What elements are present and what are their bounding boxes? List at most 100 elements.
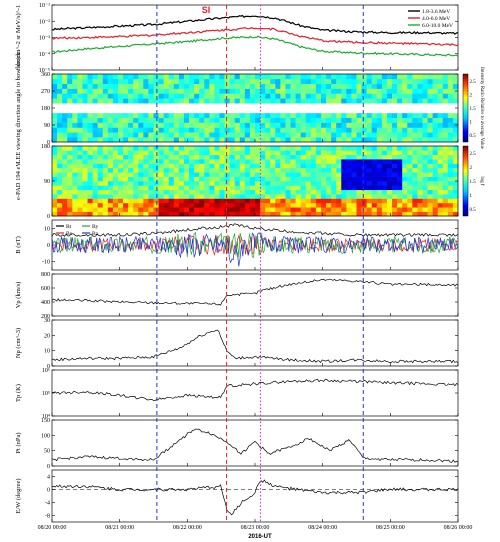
- pad-cell: [326, 176, 332, 182]
- pad-cell: [194, 185, 200, 191]
- pad-cell: [158, 207, 164, 212]
- lee-cell: [260, 98, 266, 104]
- pad-cell: [112, 198, 119, 204]
- pad-cell: [341, 176, 347, 182]
- lee-cell: [209, 74, 215, 80]
- lee-cell: [285, 74, 291, 80]
- lee-cell: [295, 93, 301, 99]
- pad-cell: [376, 146, 383, 151]
- pad-cell: [168, 202, 175, 208]
- lee-cell: [407, 137, 413, 143]
- lee-cell: [402, 122, 408, 128]
- lee-cell: [92, 74, 98, 80]
- lee-cell: [97, 78, 104, 85]
- pad-cell: [244, 176, 251, 182]
- pad-cell: [432, 194, 439, 199]
- lee-cell: [331, 93, 337, 99]
- lee-cell: [234, 93, 241, 99]
- pad-cell: [371, 163, 378, 169]
- lee-cell: [275, 98, 281, 104]
- lee-cell: [72, 98, 78, 104]
- pad-cell: [123, 194, 129, 199]
- lee-cell: [417, 127, 423, 133]
- lee-cell: [422, 108, 428, 114]
- lee-cell: [270, 132, 276, 138]
- pad-cell: [204, 150, 210, 156]
- tp-frame: [51, 369, 459, 417]
- lee-cell: [112, 103, 119, 109]
- lee-cell: [437, 117, 444, 123]
- ew-series-e-w: [51, 479, 459, 516]
- pt-ytick-label: 100: [41, 433, 50, 439]
- pad-cell: [295, 163, 301, 169]
- lee-cell: [270, 93, 276, 99]
- pad-cell: [427, 211, 433, 217]
- pad-cell: [376, 198, 383, 204]
- lee-cell: [128, 108, 134, 114]
- pad-cell: [214, 194, 220, 199]
- lee-cell: [361, 98, 367, 104]
- lee-cell: [412, 122, 418, 128]
- pad-cell: [422, 211, 428, 217]
- lee-cell: [153, 88, 159, 94]
- lee-cell: [402, 132, 408, 138]
- lee-cell: [260, 137, 266, 143]
- lee-cell: [82, 83, 88, 89]
- pad-cell: [265, 194, 271, 199]
- lee-cell: [381, 78, 388, 85]
- lee-cell: [87, 78, 93, 85]
- lee-cell: [158, 88, 164, 94]
- lee-cell: [244, 93, 251, 99]
- lee-cell: [123, 74, 129, 80]
- pad-cell: [168, 194, 175, 199]
- lee-cell: [331, 74, 337, 80]
- pad-cell: [270, 181, 276, 186]
- pad-cell: [138, 189, 144, 195]
- pad-cell: [112, 202, 119, 208]
- pad-cell: [351, 194, 357, 199]
- lee-cell: [148, 122, 154, 128]
- lee-ytick-label: 90: [44, 123, 50, 129]
- pad-cell: [102, 202, 109, 208]
- pad-cell: [178, 189, 185, 195]
- lee-cell: [265, 112, 271, 119]
- pad-cell: [407, 185, 413, 191]
- pad-cell: [204, 207, 210, 212]
- lee-cell: [229, 132, 236, 138]
- pad-cell: [107, 198, 114, 204]
- pad-cell: [320, 146, 327, 151]
- pad-cell: [285, 163, 291, 169]
- pad-cell: [270, 189, 276, 195]
- lee-cell: [260, 78, 266, 85]
- lee-cell: [87, 112, 93, 119]
- pad-cell: [199, 176, 205, 182]
- lee-cell: [452, 103, 459, 109]
- lee-cell: [376, 108, 383, 114]
- lee-cell: [275, 78, 281, 85]
- pad-cell: [77, 189, 83, 195]
- pad-cell: [417, 194, 423, 199]
- pad-cell: [72, 202, 78, 208]
- lee-cell: [422, 112, 428, 119]
- lee-cell: [107, 112, 114, 119]
- pad-cell: [224, 185, 230, 191]
- lee-cell: [260, 108, 266, 114]
- lee-cell: [82, 127, 88, 133]
- pad-cell: [52, 172, 58, 177]
- lee-cell: [102, 93, 109, 99]
- pad-cell: [143, 189, 149, 195]
- pad-cell: [194, 150, 200, 156]
- lee-cell: [386, 122, 393, 128]
- pad-cell: [300, 159, 307, 164]
- pad-cell: [92, 154, 98, 160]
- pad-cell: [295, 189, 301, 195]
- lee-cell: [209, 83, 215, 89]
- lee-cell: [219, 83, 225, 89]
- lee-cell: [158, 112, 164, 119]
- lee-cell: [204, 78, 210, 85]
- lee-cell: [97, 112, 104, 119]
- lee-cell: [295, 103, 301, 109]
- lee-cell: [422, 78, 428, 85]
- lee-cell: [442, 93, 449, 99]
- pad-cell: [82, 167, 88, 173]
